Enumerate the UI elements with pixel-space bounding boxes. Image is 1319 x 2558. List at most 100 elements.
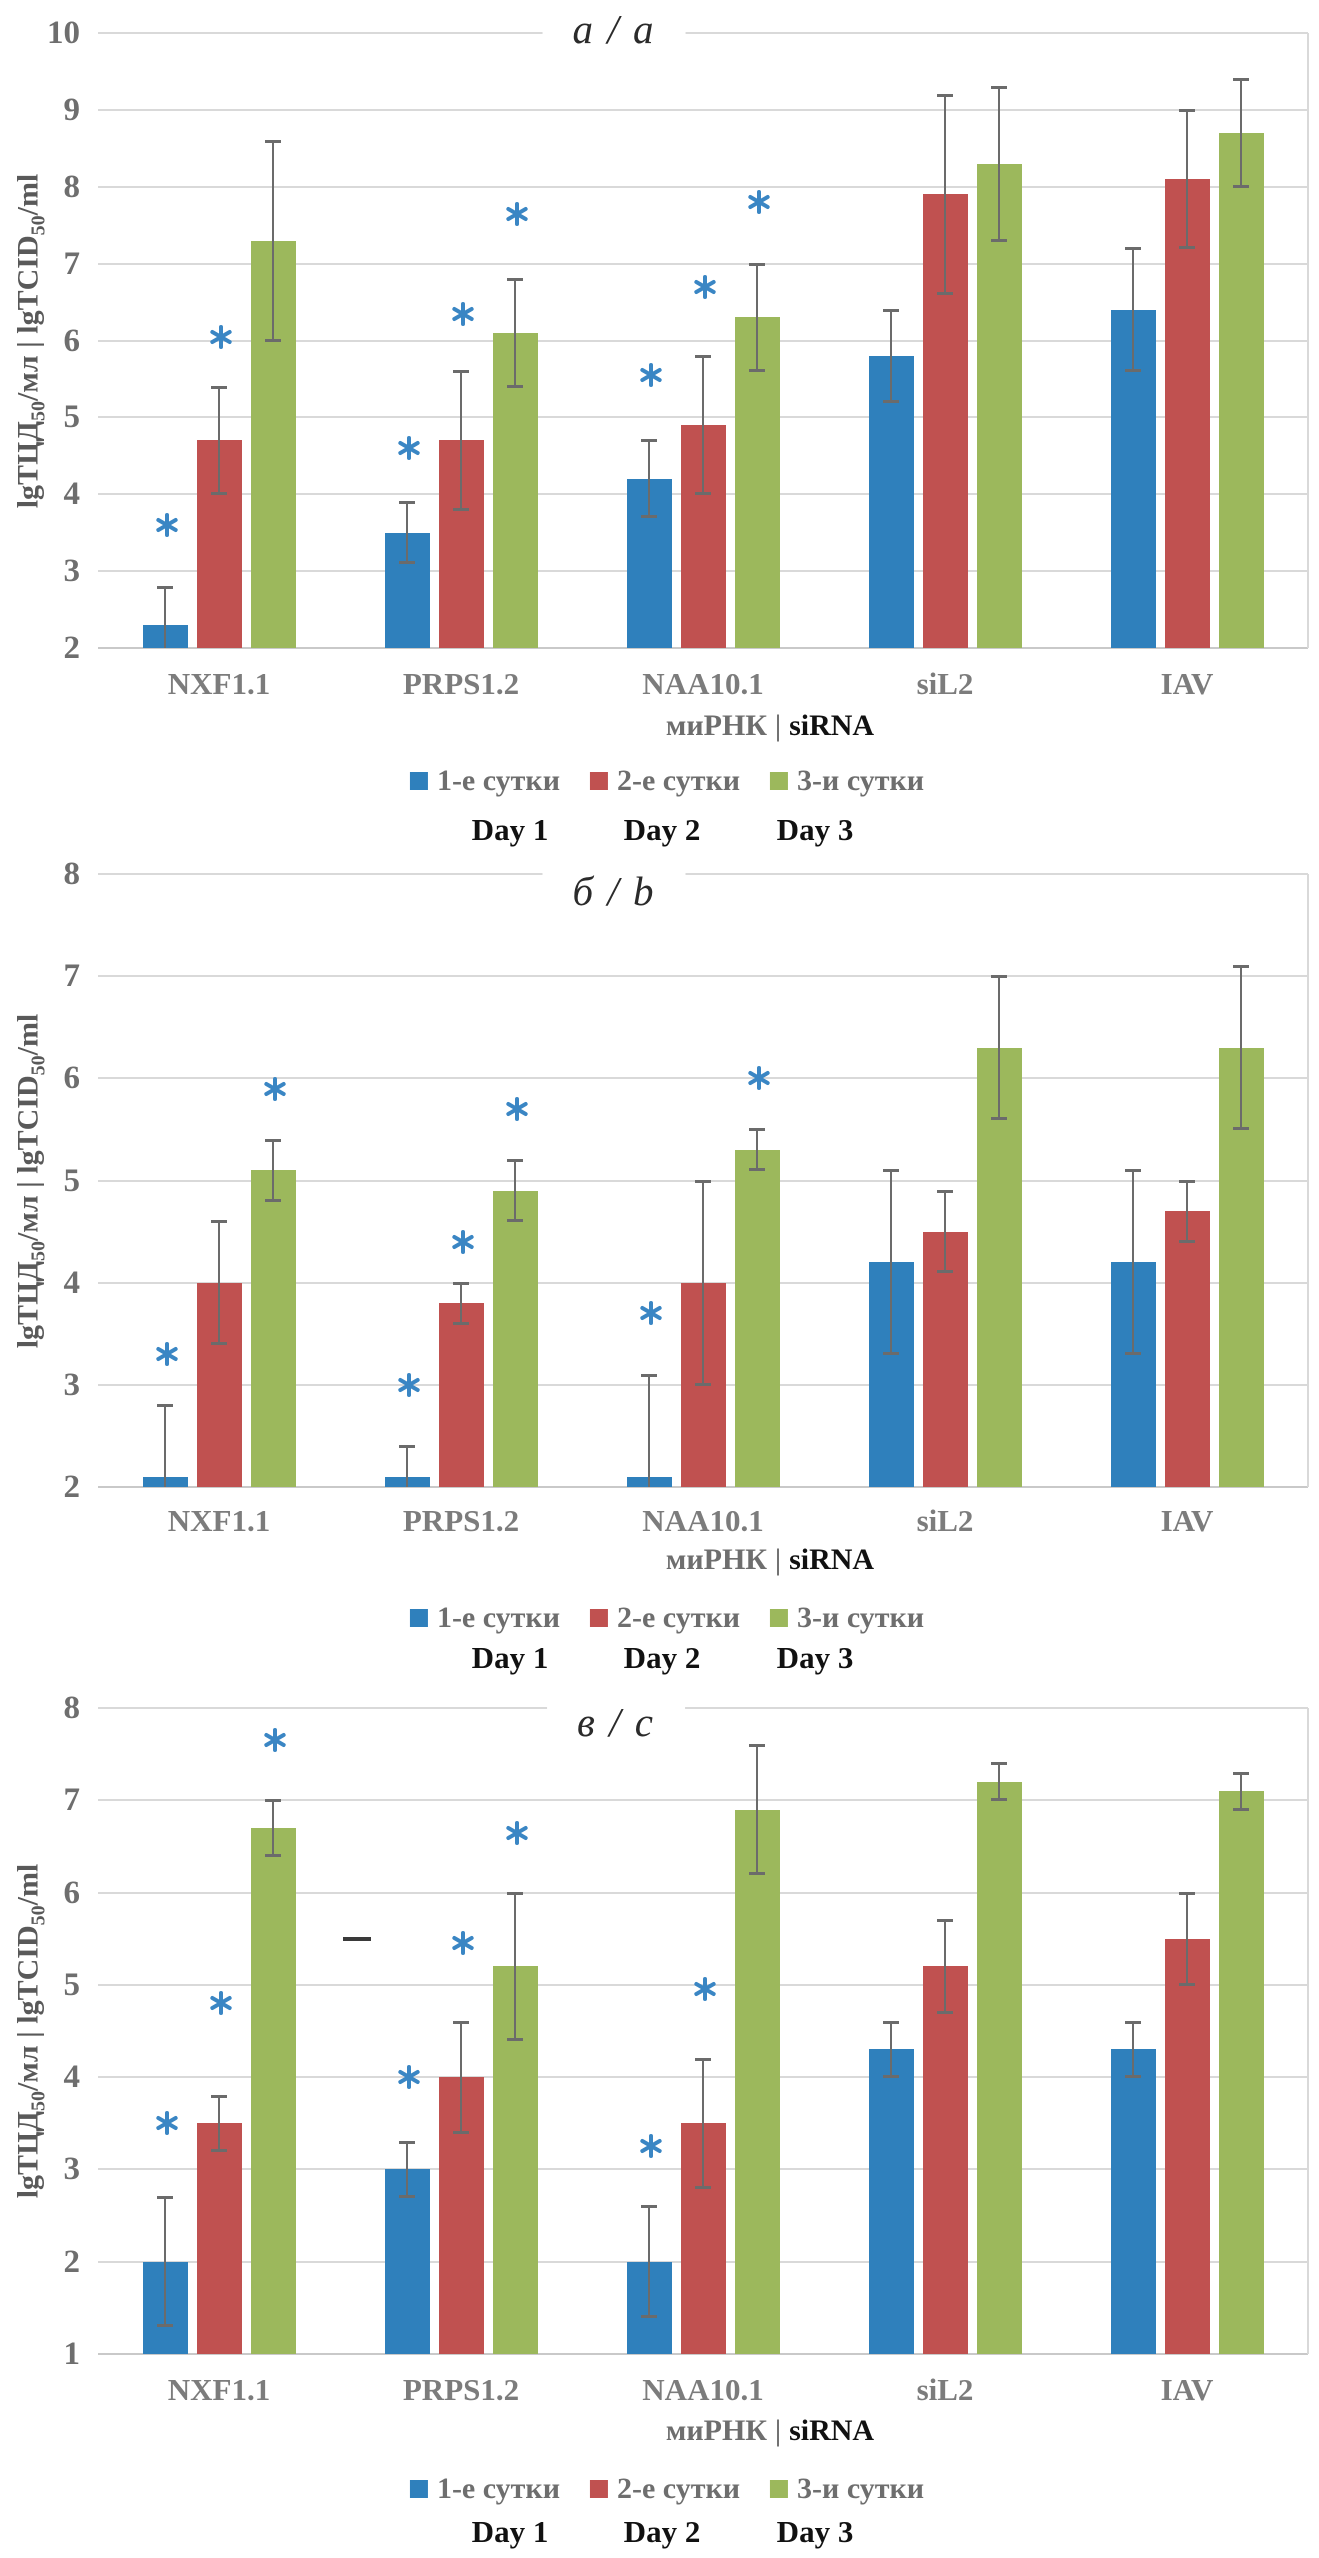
legend-item-day1: 1-е сутки [409, 764, 560, 798]
error-bar-cap-top [157, 2196, 173, 2200]
day-label-1: Day 1 [471, 812, 549, 847]
error-bar-cap-bottom [265, 1198, 281, 1202]
y-tick-label-4: 4 [63, 476, 81, 513]
gridline-y7 [98, 1799, 1308, 1802]
legend-label: 3-и сутки [797, 764, 925, 797]
bar-NAA10.1-day3 [734, 1149, 780, 1487]
error-bar-cap-top [1179, 1179, 1195, 1183]
error-bar-cap-top [883, 308, 899, 312]
x-category-label-IAV: IAV [1160, 1503, 1214, 1538]
dash-annotation [343, 1936, 371, 1941]
error-bar-cap-bottom [453, 1321, 469, 1325]
legend-item-day2: 2-е сутки [589, 2472, 740, 2506]
significance-asterisk-icon [638, 362, 664, 388]
day-label-3: Day 3 [776, 1640, 854, 1675]
significance-asterisk-icon [746, 1065, 772, 1091]
error-bar-siL2-day1 [890, 1170, 892, 1355]
gridline-y8 [98, 185, 1308, 188]
significance-asterisk-icon [692, 1976, 718, 2002]
x-axis-title: миРНК | siRNA [666, 1543, 874, 1577]
legend: 1-е сутки 2-е сутки 3-и сутки [409, 1601, 924, 1635]
x-category-label-NXF1.1: NXF1.1 [167, 666, 271, 701]
error-bar-siL2-day2 [944, 94, 946, 295]
error-bar-cap-bottom [1179, 246, 1195, 250]
plot-right-border [1307, 33, 1309, 648]
bar-IAV-day1 [1110, 2049, 1156, 2354]
bar-IAV-day2 [1164, 1211, 1210, 1487]
error-bar-IAV-day2 [1186, 109, 1188, 249]
x-category-label-PRPS1.2: PRPS1.2 [402, 666, 520, 701]
legend-label: 3-и сутки [797, 2472, 925, 2505]
error-bar-NXF1.1-day2 [218, 2095, 220, 2151]
gridline-y8 [98, 1707, 1308, 1709]
y-tick-label-5: 5 [63, 1966, 81, 2003]
error-bar-NAA10.1-day2 [702, 1180, 704, 1385]
x-axis-baseline [98, 2353, 1308, 2355]
error-bar-cap-top [695, 2057, 711, 2061]
bar-siL2-day2 [922, 1966, 968, 2354]
error-bar-siL2-day2 [944, 1920, 946, 2013]
error-bar-cap-bottom [1179, 1982, 1195, 1986]
y-tick-label-3: 3 [63, 553, 81, 590]
x-category-label-NAA10.1: NAA10.1 [642, 1503, 764, 1538]
y-tick-label-8: 8 [63, 1690, 81, 1726]
error-bar-NXF1.1-day2 [218, 1221, 220, 1344]
error-bar-cap-top [265, 1138, 281, 1142]
error-bar-cap-bottom [749, 1872, 765, 1876]
y-axis-title: lgТЦД50/мл | lgTCID50/ml [11, 1013, 50, 1348]
significance-asterisk-icon [450, 1930, 476, 1956]
x-axis-baseline [98, 1486, 1308, 1488]
error-bar-cap-top [695, 354, 711, 358]
significance-asterisk-icon [208, 324, 234, 350]
error-bar-cap-top [1125, 1169, 1141, 1173]
error-bar-PRPS1.2-day2 [460, 371, 462, 510]
y-axis-title: lgТЦД50/мл | lgTCID50/ml [11, 1863, 50, 2199]
x-category-label-siL2: siL2 [916, 1503, 974, 1538]
legend-swatch-icon [770, 1609, 789, 1627]
error-bar-cap-top [1179, 108, 1195, 112]
legend-swatch-icon [409, 772, 428, 790]
significance-asterisk-icon [746, 189, 772, 215]
y-tick-label-1: 1 [63, 2336, 81, 2372]
y-tick-label-2: 2 [63, 1469, 81, 1505]
x-axis-baseline [98, 647, 1308, 649]
error-bar-NAA10.1-day2 [702, 355, 704, 495]
error-bar-cap-bottom [453, 2130, 469, 2134]
error-bar-siL2-day3 [998, 976, 1000, 1120]
y-tick-label-6: 6 [63, 322, 81, 359]
error-bar-cap-bottom [937, 2010, 953, 2014]
day-label-1: Day 1 [471, 1640, 549, 1675]
significance-asterisk-icon [638, 2133, 664, 2159]
x-category-label-siL2: siL2 [916, 666, 974, 701]
error-bar-cap-top [1233, 78, 1249, 82]
error-bar-cap-bottom [883, 2075, 899, 2079]
legend-label: 1-е сутки [436, 1601, 560, 1634]
error-bar-cap-bottom [157, 2324, 173, 2328]
gridline-y7 [98, 262, 1308, 265]
error-bar-cap-bottom [1233, 184, 1249, 188]
gridline-y7 [98, 975, 1308, 978]
x-category-label-siL2: siL2 [916, 2372, 974, 2407]
x-axis-title-english: siRNA [789, 1543, 875, 1576]
error-bar-cap-top [211, 1220, 227, 1224]
error-bar-cap-top [1125, 247, 1141, 251]
error-bar-cap-bottom [265, 1853, 281, 1857]
day-label-2: Day 2 [623, 2514, 701, 2549]
error-bar-siL2-day3 [998, 86, 1000, 241]
x-category-label-IAV: IAV [1160, 2372, 1214, 2407]
error-bar-cap-top [991, 1762, 1007, 1766]
error-bar-IAV-day1 [1132, 2021, 1134, 2078]
significance-asterisk-icon [450, 301, 476, 327]
error-bar-cap-top [399, 2140, 415, 2144]
x-axis-title: миРНК | siRNA [666, 2414, 874, 2448]
error-bar-cap-top [211, 2094, 227, 2098]
error-bar-cap-bottom [695, 2185, 711, 2189]
significance-asterisk-icon [154, 1341, 180, 1367]
error-bar-cap-top [695, 1179, 711, 1183]
legend-item-day3: 3-и сутки [770, 2472, 924, 2506]
legend-label: 2-е сутки [616, 764, 741, 797]
day-label-1: Day 1 [471, 2514, 549, 2549]
error-bar-cap-bottom [211, 1341, 227, 1345]
error-bar-cap-top [883, 1169, 899, 1173]
